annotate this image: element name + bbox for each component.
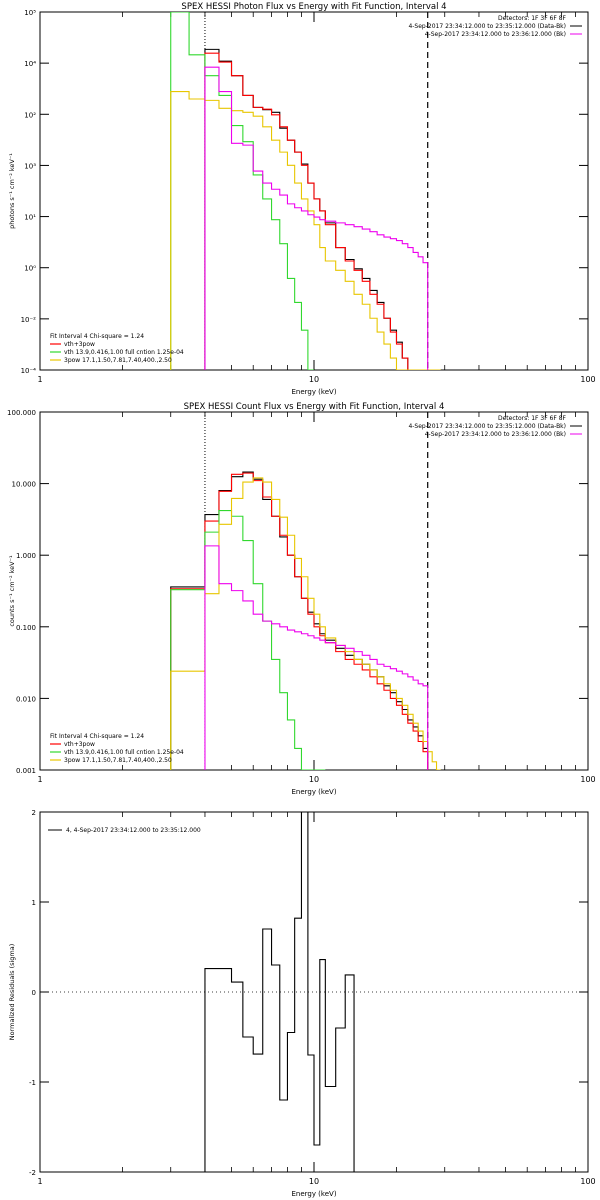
legend-bottom-left-line: vth+3pow xyxy=(64,341,95,348)
y-tick-label: -1 xyxy=(29,1079,36,1087)
y-tick-label: 1.000 xyxy=(16,552,36,560)
series-line-2 xyxy=(204,52,428,370)
y-tick-label: 10⁵ xyxy=(24,9,36,17)
legend-bottom-left-line: 3pow 17.1,1.50,7.81,7.40,400.,2.50 xyxy=(64,357,172,364)
y-tick-label: 0.010 xyxy=(16,695,36,703)
legend-top-right-line: 4-Sep-2017 23:34:12.000 to 23:35:12.000 … xyxy=(408,23,566,30)
y-tick-label: 100.000 xyxy=(7,409,36,417)
y-tick-label: -2 xyxy=(29,1169,36,1177)
x-tick-label: 100 xyxy=(580,775,595,784)
legend-top-right-line: 4-Sep-2017 23:34:12.000 to 23:36:12.000 … xyxy=(425,31,566,38)
x-tick-label: 100 xyxy=(580,375,595,384)
y-tick-label: 10⁻² xyxy=(21,316,37,324)
y-tick-label: 10⁴ xyxy=(24,60,36,68)
legend-top-right-line: 4-Sep-2017 23:34:12.000 to 23:36:12.000 … xyxy=(425,431,566,438)
y-tick-label: 0.001 xyxy=(16,767,36,775)
x-axis-label: Energy (keV) xyxy=(291,388,336,396)
legend-top-right-line: Detectors: 1F 3F 6F 8F xyxy=(498,15,567,22)
y-axis-label: Normalized Residuals (sigma) xyxy=(8,944,16,1041)
y-axis-label: counts s⁻¹ cm⁻² keV⁻¹ xyxy=(8,555,16,627)
y-tick-label: 0.100 xyxy=(16,624,36,632)
series-line-1 xyxy=(170,471,429,770)
chart-panel-3: 1 10 100 -2 -1 0 1 2 Energy (keV) Normalized Resi… xyxy=(8,809,596,1198)
legend-top-left-line: 4, 4-Sep-2017 23:34:12.000 to 23:35:12.0… xyxy=(66,827,201,834)
legend-top-right-line: Detectors: 1F 3F 6F 8F xyxy=(498,415,567,422)
y-tick-label: 2 xyxy=(32,809,36,817)
y-tick-label: 10¹ xyxy=(24,214,36,222)
x-tick-label: 1 xyxy=(37,375,42,384)
x-tick-label: 1 xyxy=(37,775,42,784)
y-tick-label: 10⁻⁴ xyxy=(21,367,37,375)
series-line-3 xyxy=(170,510,326,770)
legend-bottom-left-line: vth 13.9,0.416,1.00 full cntion 1.25e-04 xyxy=(64,749,184,756)
series-line-2 xyxy=(170,472,429,770)
y-tick-label: 1 xyxy=(32,899,36,907)
chart-panel-1: 1 10 100 10⁻⁴ 10⁻² 10⁰ 10¹ 10³ 10² 10⁴ 10⁵ SPEX HES… xyxy=(8,2,596,396)
y-axis-label: photons s⁻¹ cm⁻² keV⁻¹ xyxy=(8,153,16,229)
series-line-5 xyxy=(204,545,429,770)
legend-bottom-left-line: Fit Interval 4 Chi-square = 1.24 xyxy=(50,333,144,340)
y-tick-label: 0 xyxy=(32,989,36,997)
x-tick-label: 100 xyxy=(580,1177,595,1186)
chart-panel-2: 1 10 100 0.001 0.010 0.100 1.000 10.000 100.000 S… xyxy=(7,402,596,796)
series-line-3 xyxy=(170,12,314,370)
chart-title: SPEX HESSI Photon Flux vs Energy with Fi… xyxy=(181,2,446,12)
x-tick-label: 10 xyxy=(309,775,319,784)
y-tick-label: 10.000 xyxy=(12,481,37,489)
y-tick-label: 10³ xyxy=(24,162,36,170)
plot-frame xyxy=(39,411,589,771)
x-tick-label: 1 xyxy=(37,1177,42,1186)
y-tick-label: 10² xyxy=(24,111,36,119)
legend-bottom-left-line: Fit Interval 4 Chi-square = 1.24 xyxy=(50,733,144,740)
series-line-4 xyxy=(170,91,441,370)
y-tick-label: 10⁰ xyxy=(24,265,36,273)
x-tick-label: 10 xyxy=(309,375,319,384)
series-line-4 xyxy=(170,477,441,770)
legend-top-right-line: 4-Sep-2017 23:34:12.000 to 23:35:12.000 … xyxy=(408,423,566,430)
x-axis-label: Energy (keV) xyxy=(291,1190,336,1198)
x-axis-label: Energy (keV) xyxy=(291,788,336,796)
series-line-5 xyxy=(204,66,429,370)
series-line-1 xyxy=(204,812,355,1172)
legend-bottom-left-line: 3pow 17.1,1.50,7.81,7.40,400.,2.50 xyxy=(64,757,172,764)
series-line-1 xyxy=(204,48,428,370)
legend-bottom-left-line: vth 13.9,0.416,1.00 full cntion 1.25e-04 xyxy=(64,349,184,356)
legend-bottom-left-line: vth+3pow xyxy=(64,741,95,748)
chart-title: SPEX HESSI Count Flux vs Energy with Fit… xyxy=(184,402,445,412)
x-tick-label: 10 xyxy=(309,1177,319,1186)
